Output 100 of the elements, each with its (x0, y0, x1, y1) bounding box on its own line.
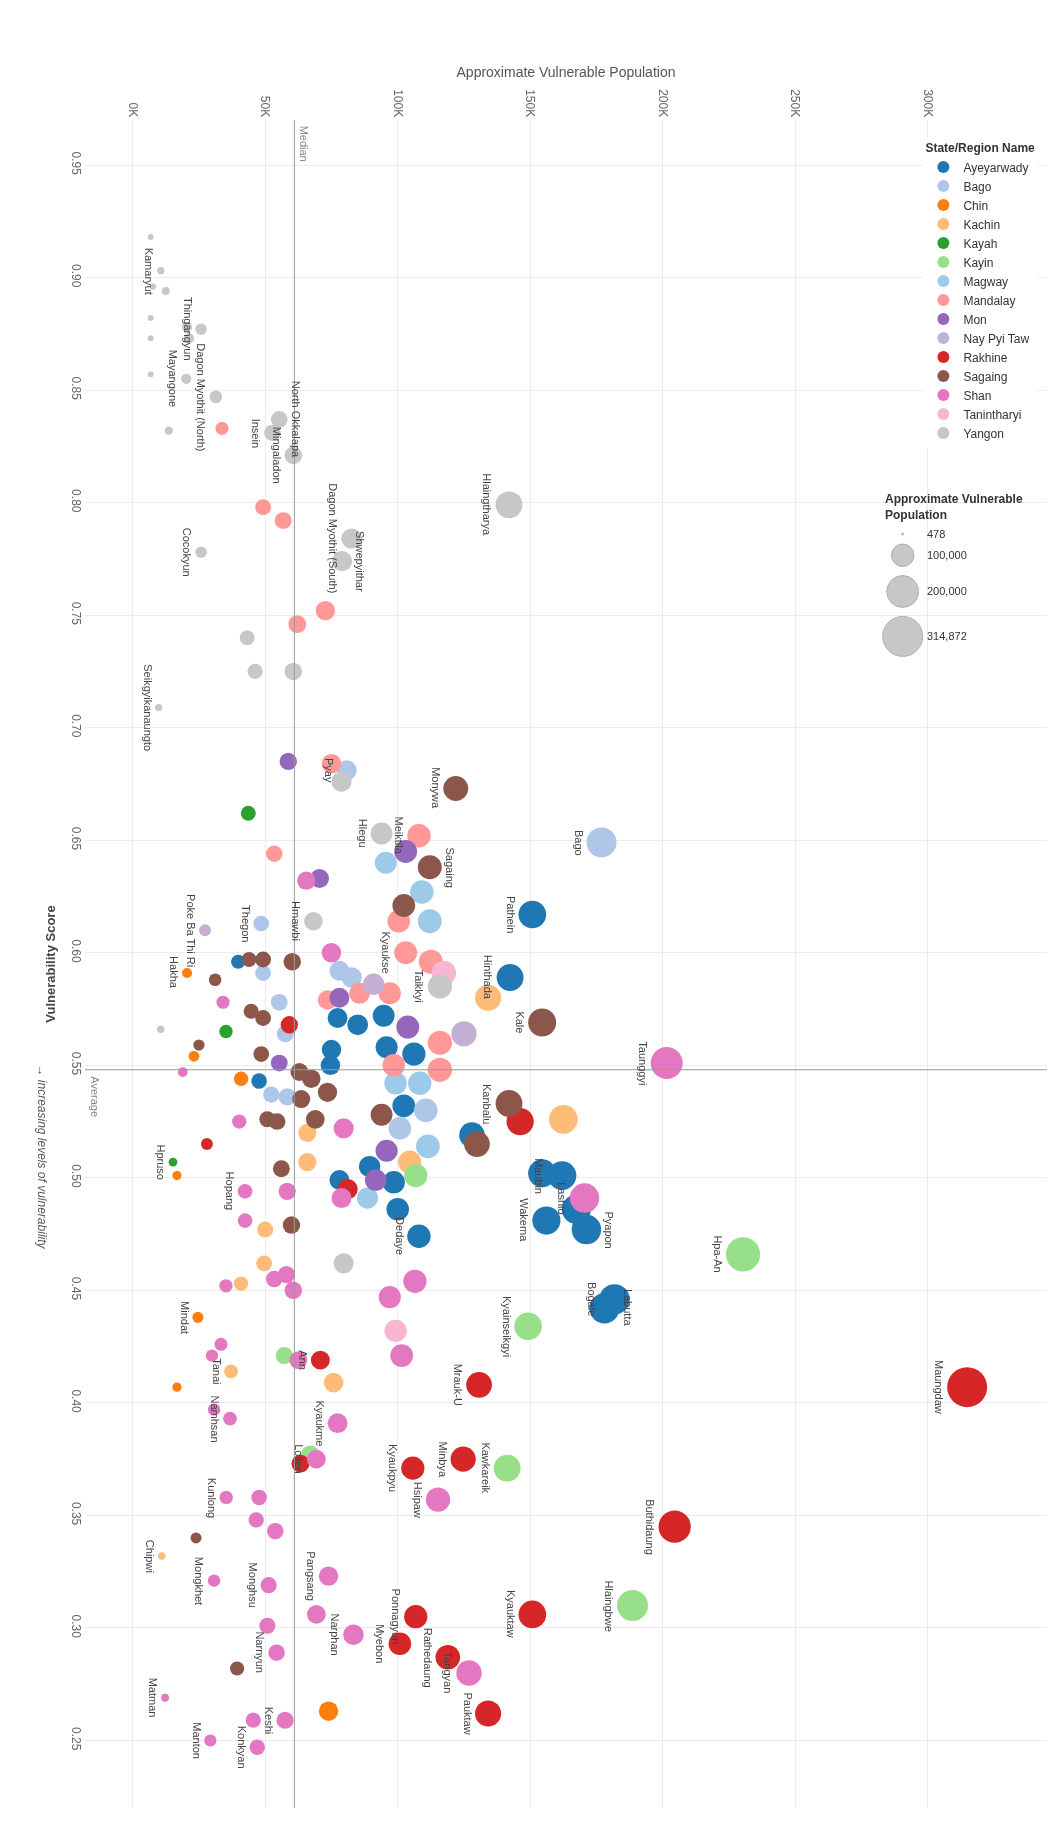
legend-label: Ayeyarwady (963, 160, 1029, 175)
annotation: Kyaukpyu (387, 1443, 400, 1493)
annotation: Taikkyi (413, 969, 426, 1003)
x-tick-label: 0K (125, 102, 140, 118)
annotation: Kale (513, 1011, 526, 1034)
ref-line-label: Median (298, 125, 311, 162)
annotation: Hlaingbwe (603, 1580, 616, 1632)
legend-label: Chin (963, 198, 989, 213)
y-tick-label: 0.60 (69, 939, 83, 963)
legend-label: Tanintharyi (963, 407, 1022, 422)
legend-label: Bago (963, 179, 992, 194)
annotation: Pyapon (602, 1211, 615, 1249)
legend-label: Yangon (963, 426, 1004, 441)
annotation: Kyaukme (313, 1400, 326, 1447)
annotation: Matman (146, 1677, 159, 1718)
y-tick-label: 0.95 (69, 151, 83, 176)
annotation: Hmawbi (290, 901, 303, 941)
annotation: Dagon Myothit (North) (195, 343, 208, 452)
annotation: Ponnagyun (389, 1588, 402, 1645)
legend-label: 100,000 (927, 549, 967, 561)
legend-title: State/Region Name (925, 141, 1036, 156)
annotation: Pangsang (305, 1551, 318, 1601)
y-tick-label: 0.45 (69, 1276, 83, 1301)
annotation: Kyauktaw (504, 1589, 517, 1638)
annotation: Loilen (293, 1444, 306, 1474)
y-tick-label: 0.90 (69, 264, 83, 288)
annotation: Kanbalu (481, 1083, 494, 1125)
x-tick-label: 250K (788, 89, 803, 118)
annotation: Kyaukse (379, 931, 392, 974)
annotation: North Okkalapa (289, 380, 302, 459)
annotation: Keshi (262, 1706, 275, 1735)
annotation: Hsipaw (411, 1481, 424, 1518)
text: → increasing levels of vulnerability (35, 1064, 50, 1250)
annotation: Mindat (178, 1301, 191, 1335)
annotation: Myebon (374, 1624, 387, 1664)
y-tick-label: 0.70 (69, 714, 83, 738)
annotation: Konkyan (235, 1725, 248, 1769)
y-tick-label: 0.40 (69, 1389, 83, 1414)
legend-label: Kachin (963, 217, 1001, 232)
annotation: Seikgyikanaungto (141, 664, 154, 752)
x-tick-label: 100K (390, 89, 405, 118)
y-tick-label: 0.85 (69, 376, 83, 401)
annotation: Hlaingtharya (481, 473, 494, 536)
annotation: Kamaryut (142, 247, 155, 295)
annotation: Chipwi (144, 1539, 157, 1573)
annotation: Taunggyi (636, 1041, 649, 1086)
y-axis-title: Vulnerability Score (42, 905, 58, 1023)
annotation: Poke Ba Thi Ri (185, 894, 198, 968)
annotation: Meiktila (392, 816, 405, 855)
annotation: Tanai (210, 1358, 223, 1385)
annotation: Wakema (517, 1198, 530, 1243)
x-tick-label: 200K (655, 89, 670, 118)
annotation: Lashio (555, 1182, 568, 1215)
annotation: Thingangyun (181, 296, 194, 361)
text: Approximate Vulnerable Population (456, 63, 676, 80)
legend-label: Mon (963, 312, 987, 327)
x-axis-title: Approximate Vulnerable Population (885, 492, 1023, 522)
annotation: Labutta (621, 1288, 634, 1327)
annotation: Kyainseikgyi (500, 1296, 513, 1358)
annotation: Mingaladon (270, 426, 283, 484)
annotation: Insein (250, 418, 263, 449)
annotation: Hinthada (482, 954, 495, 1000)
annotation: Narnyun (253, 1631, 266, 1673)
y-tick-label: 0.50 (69, 1164, 83, 1189)
legend-label: Sagaing (963, 369, 1008, 384)
annotation: Pathein (504, 895, 517, 934)
annotation: Mayangone (167, 349, 179, 408)
annotation: Narphan (328, 1613, 341, 1656)
annotation: Mongkhet (193, 1556, 206, 1606)
x-tick-label: 50K (258, 95, 273, 118)
annotation: Hpruso (154, 1144, 167, 1180)
annotation: Monghsu (246, 1562, 259, 1608)
annotation: Pauktaw (461, 1692, 474, 1735)
y-tick-label: 0.55 (69, 1051, 83, 1076)
legend-label: 314,872 (927, 630, 967, 642)
legend-label: Rakhine (963, 350, 1008, 365)
annotation: Hpa-An (712, 1235, 725, 1273)
annotation: Dedaye (393, 1217, 406, 1256)
annotation: Bago (572, 829, 585, 856)
annotation: Hakha (167, 956, 180, 989)
annotation: Minbya (436, 1441, 449, 1478)
legend-label: 478 (927, 528, 946, 540)
annotation: Hopang (224, 1171, 237, 1211)
y-tick-label: 0.30 (69, 1614, 83, 1639)
legend-label: 200,000 (927, 585, 967, 597)
annotation: Kunlong (205, 1477, 218, 1519)
annotation: Kawkareik (479, 1442, 492, 1494)
annotation: Manton (190, 1722, 203, 1759)
annotation: Bogale (585, 1282, 598, 1317)
annotation: Sagaing (443, 847, 456, 888)
legend-label: Kayah (963, 236, 998, 251)
x-tick-label: 150K (523, 89, 538, 118)
legend-label: Magway (963, 274, 1009, 289)
annotation: Ann (296, 1350, 309, 1370)
x-tick-label: 300K (920, 89, 935, 118)
annotation: Cocokyun (181, 527, 194, 577)
y-tick-label: 0.80 (69, 489, 83, 513)
annotation: Maungdaw (933, 1359, 946, 1414)
annotation: Hlegu (357, 818, 370, 848)
y-tick-label: 0.25 (69, 1727, 83, 1751)
